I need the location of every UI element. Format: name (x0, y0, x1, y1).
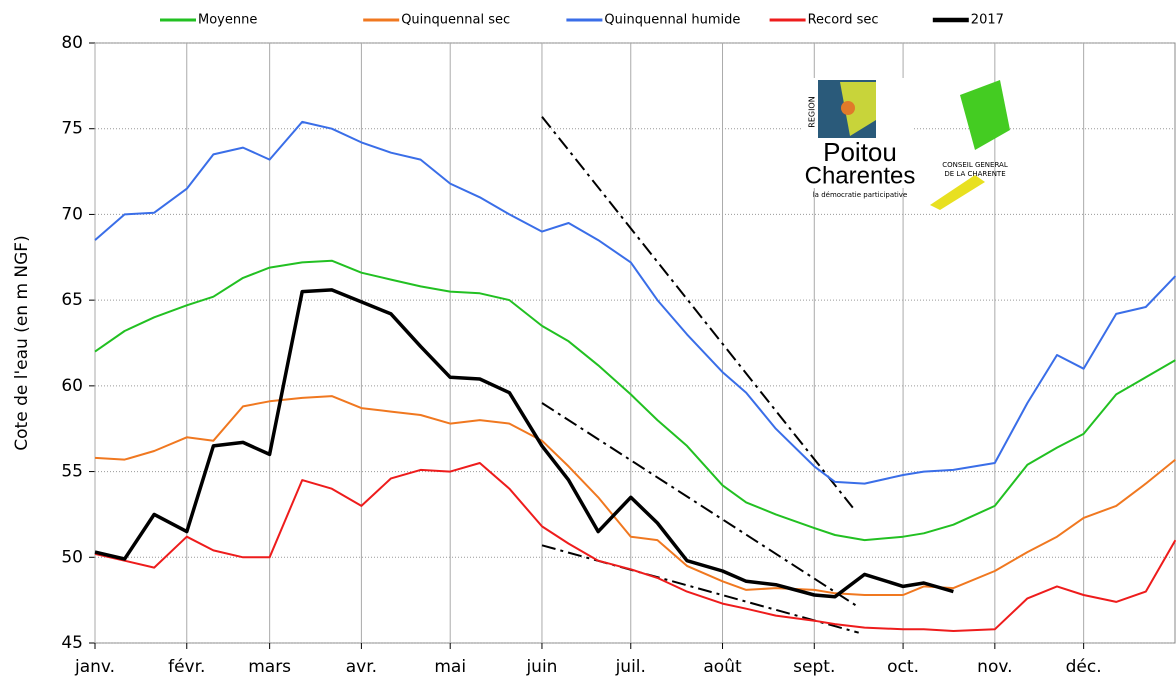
x-tick-label: sept. (793, 657, 835, 677)
logo-text: la démocratie participative (813, 191, 908, 199)
y-tick-label: 70 (61, 204, 83, 224)
logo-leaf (960, 80, 1010, 150)
plot: 45 50 55 60 65 70 75 80 janv. févr. mars avr. mai jui… (61, 13, 1176, 677)
trend-line (541, 402, 857, 607)
logo-dot (841, 101, 855, 115)
x-tick-label: déc. (1066, 657, 1102, 677)
logo-shape (840, 82, 876, 136)
logo-text: DE LA CHARENTE (944, 170, 1005, 178)
x-tick-label: juin (525, 657, 557, 677)
logo-text: CONSEIL GENERAL (942, 161, 1008, 169)
legend-label: 2017 (971, 13, 1004, 28)
legend-label: Moyenne (198, 13, 257, 28)
logo-region: REGION Poitou Charentes la démocratie pa… (803, 78, 915, 199)
y-axis-label: Cote de l'eau (en m NGF) (12, 235, 32, 450)
logo-text: Charentes (805, 162, 916, 189)
logo-conseil: CONSEIL GENERAL DE LA CHARENTE (930, 80, 1010, 210)
series-line (94, 288, 954, 599)
x-tick-label: août (703, 657, 742, 677)
x-tick-label: mars (248, 657, 291, 677)
x-tick-label: mai (434, 657, 466, 677)
logo-text: Poitou (823, 137, 897, 167)
y-tick-label: 60 (61, 376, 83, 396)
trend-line (541, 116, 854, 509)
x-tick-label: oct. (887, 657, 919, 677)
x-tick-label: févr. (168, 657, 205, 677)
series-line (94, 395, 1176, 596)
series-line (94, 259, 1176, 542)
plot-area (94, 42, 1176, 644)
y-tick-label: 50 (61, 547, 83, 567)
legend-label: Quinquennal humide (604, 13, 740, 28)
legend-label: Record sec (808, 13, 879, 28)
legend-label: Quinquennal sec (401, 13, 510, 28)
series-line (94, 462, 1176, 632)
x-tick-label: nov. (977, 657, 1012, 677)
y-tick-label: 65 (61, 290, 83, 310)
x-tick-label: janv. (74, 657, 115, 677)
logo-text: REGION (808, 96, 817, 127)
y-tick-label: 75 (61, 119, 83, 139)
logo-stroke (930, 175, 985, 210)
x-tick-label: avr. (346, 657, 377, 677)
y-tick-label: 80 (61, 33, 83, 53)
series-line (94, 120, 1176, 485)
y-tick-label: 55 (61, 462, 83, 482)
x-tick-label: juil. (615, 657, 646, 677)
y-tick-label: 45 (61, 633, 83, 653)
